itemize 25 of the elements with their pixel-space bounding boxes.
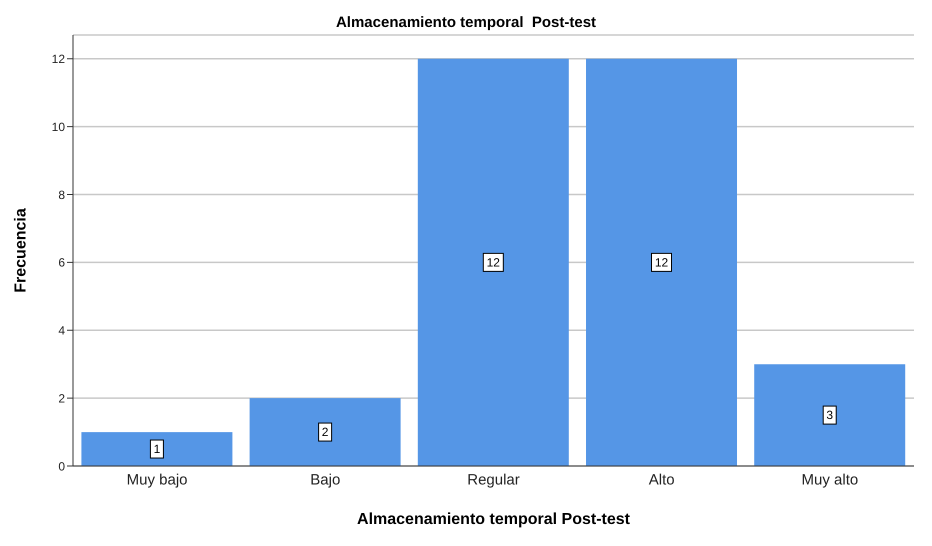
y-axis-title: Frecuencia bbox=[12, 208, 30, 293]
y-tick-label: 2 bbox=[58, 391, 66, 406]
x-tick-label: Alto bbox=[648, 472, 675, 489]
x-tick-label: Muy bajo bbox=[126, 472, 188, 489]
data-label: 12 bbox=[654, 255, 669, 270]
chart-title: Almacenamiento temporal Post-test bbox=[334, 14, 598, 31]
bar bbox=[81, 432, 232, 466]
data-label: 3 bbox=[826, 408, 834, 422]
bar bbox=[250, 398, 401, 466]
data-label: 12 bbox=[486, 255, 500, 270]
x-tick-label: Regular bbox=[467, 472, 520, 489]
bar bbox=[586, 58, 738, 466]
data-label: 1 bbox=[154, 442, 161, 456]
y-tick-label: 8 bbox=[58, 188, 66, 202]
bar bbox=[754, 364, 906, 466]
x-tick-label: Muy alto bbox=[802, 472, 858, 489]
y-tick-label: 0 bbox=[58, 459, 66, 474]
y-tick-label: 6 bbox=[58, 256, 66, 270]
data-label: 2 bbox=[322, 425, 329, 440]
y-tick-label: 12 bbox=[52, 52, 66, 66]
y-tick-label: 4 bbox=[58, 324, 66, 338]
y-tick-label: 10 bbox=[52, 120, 66, 134]
x-tick-label: Bajo bbox=[310, 472, 340, 489]
bar bbox=[418, 58, 569, 466]
x-axis-title: Almacenamiento temporal Post-test bbox=[357, 511, 631, 528]
